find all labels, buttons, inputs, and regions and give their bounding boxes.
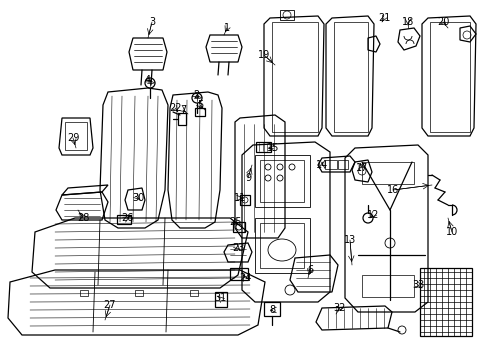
Text: 33: 33: [411, 280, 423, 290]
Bar: [254, 218, 309, 273]
Text: 2: 2: [192, 90, 199, 100]
Bar: [215, 292, 226, 307]
Bar: [333, 22, 367, 132]
Text: 27: 27: [103, 300, 116, 310]
Bar: [325, 160, 336, 169]
Text: 19: 19: [257, 50, 269, 60]
Text: 9: 9: [244, 173, 250, 183]
Bar: [260, 160, 304, 202]
Text: 23: 23: [231, 243, 244, 253]
Bar: [190, 290, 198, 296]
Text: 7: 7: [180, 105, 186, 115]
Text: 13: 13: [343, 235, 355, 245]
Text: 24: 24: [238, 273, 251, 283]
Text: 4: 4: [144, 75, 151, 85]
Bar: [229, 268, 247, 280]
Bar: [232, 222, 244, 232]
Bar: [178, 113, 185, 125]
Text: 14: 14: [315, 160, 327, 170]
Text: 32: 32: [333, 303, 346, 313]
Text: 8: 8: [268, 305, 274, 315]
Bar: [264, 302, 280, 316]
Text: 15: 15: [266, 143, 279, 153]
Bar: [419, 268, 471, 336]
Bar: [135, 290, 142, 296]
Text: 29: 29: [67, 133, 79, 143]
Text: 12: 12: [366, 210, 378, 220]
Bar: [361, 162, 413, 184]
Text: 3: 3: [149, 17, 155, 27]
Text: 28: 28: [77, 213, 89, 223]
Bar: [65, 122, 87, 150]
Bar: [361, 275, 413, 297]
Text: 1: 1: [224, 23, 229, 33]
Text: 21: 21: [377, 13, 389, 23]
Bar: [271, 22, 317, 132]
Text: 5: 5: [197, 100, 203, 110]
Bar: [337, 160, 347, 169]
Bar: [195, 108, 204, 116]
Text: 17: 17: [355, 163, 367, 173]
Bar: [429, 22, 469, 132]
Text: 16: 16: [386, 185, 398, 195]
Text: 10: 10: [445, 227, 457, 237]
Bar: [80, 290, 88, 296]
Text: 11: 11: [233, 193, 245, 203]
Bar: [260, 223, 304, 268]
Bar: [254, 155, 309, 207]
Text: 20: 20: [436, 17, 448, 27]
Text: 6: 6: [306, 265, 312, 275]
Bar: [117, 215, 131, 224]
Text: 31: 31: [213, 293, 225, 303]
Text: 22: 22: [168, 103, 181, 113]
Bar: [256, 142, 270, 152]
Bar: [240, 195, 249, 205]
Text: 25: 25: [228, 217, 241, 227]
Text: 26: 26: [121, 213, 133, 223]
Text: 18: 18: [401, 17, 413, 27]
Bar: [280, 10, 293, 20]
Text: 30: 30: [132, 193, 144, 203]
